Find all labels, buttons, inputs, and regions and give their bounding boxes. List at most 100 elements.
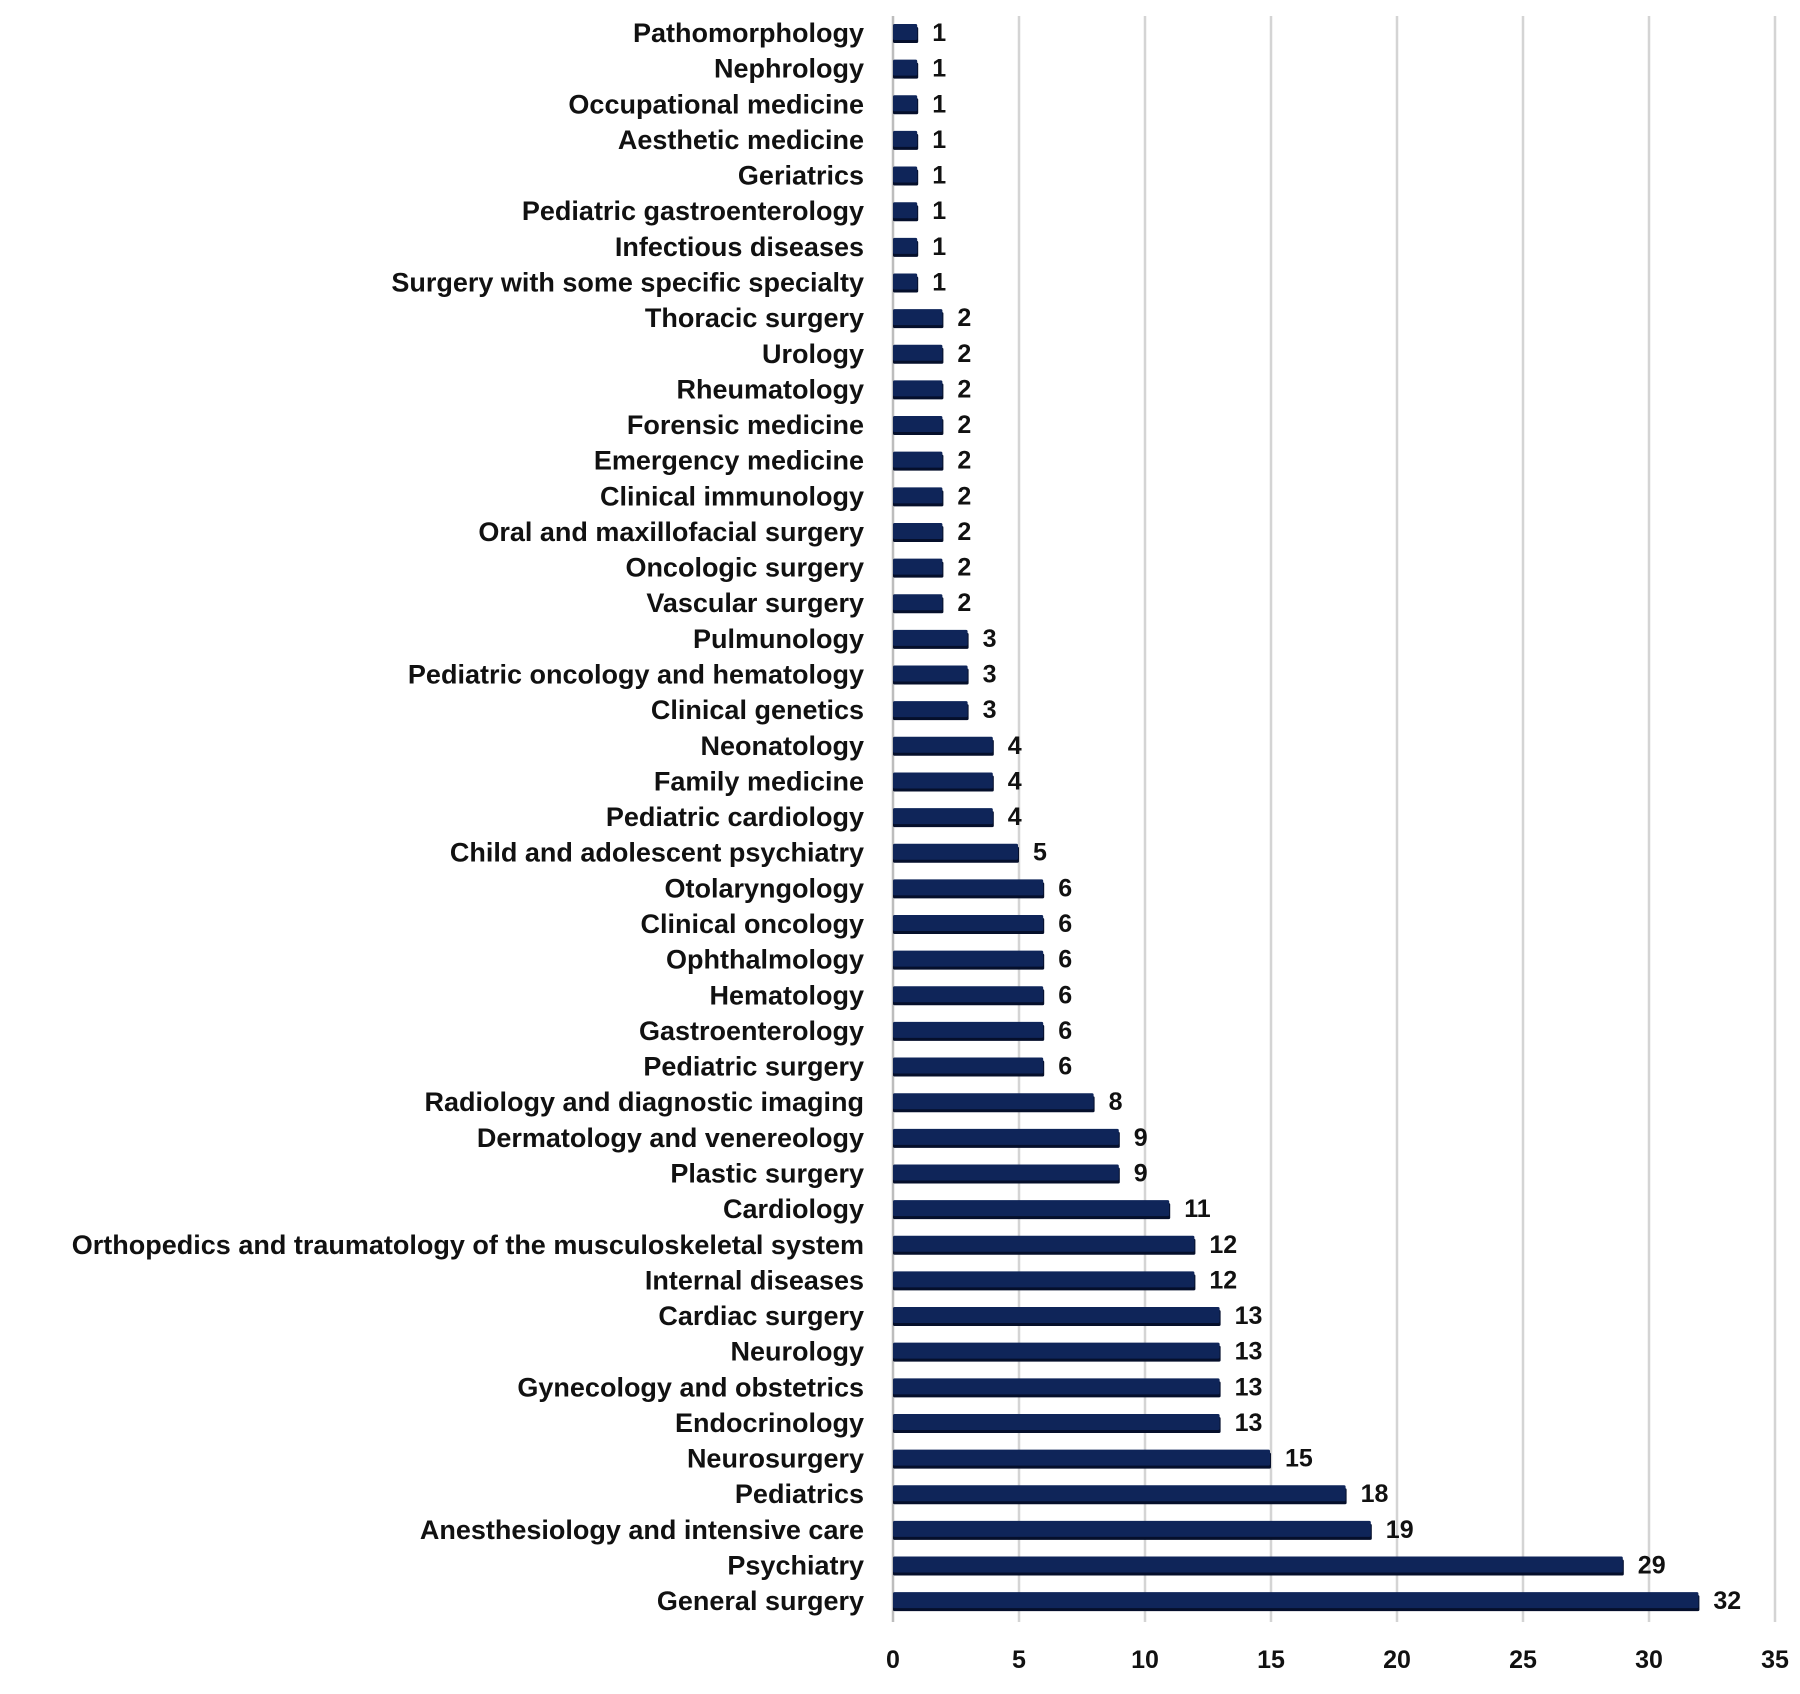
- bar-face: [893, 1093, 1094, 1110]
- category-label: Rheumatology: [676, 374, 864, 404]
- bar-face: [893, 1128, 1119, 1145]
- category-label: Forensic medicine: [627, 410, 864, 440]
- bar-face: [893, 701, 968, 718]
- value-label: 9: [1134, 1159, 1148, 1187]
- category-label: Plastic surgery: [670, 1158, 864, 1188]
- bar-face: [893, 59, 918, 76]
- bar-face: [893, 1307, 1220, 1324]
- category-label: Clinical immunology: [600, 481, 864, 511]
- bar-face: [893, 1449, 1270, 1466]
- value-label: 1: [932, 197, 946, 225]
- category-label: Neurology: [730, 1337, 864, 1367]
- category-label: Thoracic surgery: [645, 303, 864, 333]
- x-tick-label: 10: [1131, 1646, 1159, 1674]
- bar: [893, 1200, 1171, 1220]
- category-label: Surgery with some specific specialty: [391, 267, 864, 297]
- bar-face: [893, 665, 968, 682]
- bar-face: [893, 843, 1018, 860]
- value-label: 1: [932, 268, 946, 296]
- category-label: Hematology: [709, 980, 864, 1010]
- bar-face: [893, 629, 968, 646]
- bar: [893, 772, 994, 792]
- bar: [893, 273, 919, 293]
- value-label: 9: [1134, 1124, 1148, 1152]
- x-tick-label: 30: [1635, 1646, 1663, 1674]
- bar: [893, 1520, 1372, 1540]
- x-tick-label: 20: [1383, 1646, 1411, 1674]
- value-label: 3: [983, 625, 997, 653]
- bar: [893, 309, 944, 329]
- category-label: Emergency medicine: [594, 446, 864, 476]
- value-label: 32: [1713, 1587, 1741, 1615]
- category-label: Cardiac surgery: [658, 1301, 864, 1331]
- bar-face: [893, 1378, 1220, 1395]
- bar-face: [893, 24, 918, 40]
- category-label: Urology: [762, 339, 864, 369]
- category-label: Endocrinology: [675, 1408, 864, 1438]
- category-label: Radiology and diagnostic imaging: [424, 1087, 864, 1117]
- bar-face: [893, 1200, 1170, 1217]
- bar: [893, 843, 1019, 863]
- value-label: 19: [1386, 1516, 1414, 1544]
- value-label: 13: [1235, 1302, 1263, 1330]
- category-label: Gastroenterology: [639, 1016, 864, 1046]
- bar: [893, 166, 919, 186]
- value-labels: 1111111122222222233344456666668991112121…: [932, 19, 1741, 1615]
- value-label: 1: [932, 126, 946, 154]
- category-label: Child and adolescent psychiatry: [450, 838, 864, 868]
- bar: [893, 1164, 1120, 1184]
- value-label: 12: [1209, 1266, 1237, 1294]
- value-label: 12: [1209, 1231, 1237, 1259]
- value-label: 13: [1235, 1409, 1263, 1437]
- bar: [893, 808, 994, 828]
- value-label: 4: [1008, 767, 1022, 795]
- value-label: 6: [1058, 874, 1072, 902]
- category-label: Vascular surgery: [646, 588, 864, 618]
- bar-face: [893, 1413, 1220, 1430]
- value-label: 3: [983, 661, 997, 689]
- bar: [893, 95, 919, 115]
- bar-face: [893, 950, 1044, 967]
- value-label: 1: [932, 19, 946, 47]
- category-label: Otolaryngology: [664, 873, 864, 903]
- x-tick-label: 25: [1509, 1646, 1537, 1674]
- value-label: 5: [1033, 839, 1047, 867]
- value-label: 2: [957, 375, 971, 403]
- category-label: Nephrology: [714, 54, 864, 84]
- bar-face: [893, 915, 1044, 931]
- category-label: Pathomorphology: [633, 18, 864, 48]
- category-label: Family medicine: [654, 766, 864, 796]
- category-label: Anesthesiology and intensive care: [420, 1515, 864, 1545]
- bar-face: [893, 808, 993, 825]
- value-label: 13: [1235, 1338, 1263, 1366]
- category-label: Aesthetic medicine: [618, 125, 864, 155]
- bar: [893, 1378, 1221, 1398]
- x-tick-label: 35: [1761, 1646, 1789, 1674]
- value-label: 3: [983, 696, 997, 724]
- category-label: Dermatology and venereology: [477, 1123, 864, 1153]
- value-label: 2: [957, 589, 971, 617]
- value-label: 2: [957, 447, 971, 475]
- bar-face: [893, 237, 918, 254]
- bar-face: [893, 344, 943, 361]
- value-label: 4: [1008, 732, 1022, 760]
- bar: [893, 380, 944, 400]
- value-label: 2: [957, 411, 971, 439]
- bar: [893, 950, 1045, 970]
- bar-face: [893, 594, 943, 611]
- bar: [893, 1093, 1095, 1113]
- value-label: 2: [957, 554, 971, 582]
- bar: [893, 1271, 1196, 1291]
- bar: [893, 487, 944, 507]
- category-label: Pediatric cardiology: [606, 802, 864, 832]
- x-tick-label: 15: [1257, 1646, 1285, 1674]
- category-label: Internal diseases: [645, 1265, 864, 1295]
- value-label: 2: [957, 340, 971, 368]
- bar-face: [893, 736, 993, 753]
- bar: [893, 1556, 1624, 1576]
- category-labels: Pathomorphology Nephrology Occupational me…: [72, 18, 864, 1616]
- category-label: Pediatric gastroenterology: [522, 196, 864, 226]
- bar: [893, 1413, 1221, 1433]
- bar-face: [893, 522, 943, 539]
- bar-face: [893, 1520, 1371, 1537]
